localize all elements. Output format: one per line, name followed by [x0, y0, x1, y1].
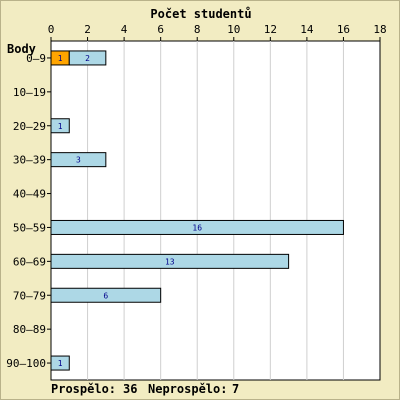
x-tick-label: 2	[84, 23, 91, 36]
x-tick-label: 16	[337, 23, 350, 36]
passed-value: 36	[123, 382, 137, 396]
category-label: 60–69	[13, 255, 46, 268]
category-labels: 0–9 10–19 20–29 30–39 40–49 50–59 60–69 70–79 80…	[6, 52, 51, 370]
category-label: 80–89	[13, 323, 46, 336]
category-label: 40–49	[13, 188, 46, 201]
bar	[50, 219, 344, 235]
x-tick-label: 12	[264, 23, 277, 36]
passed-label: Prospělo:	[51, 382, 116, 396]
category-label: 10–19	[13, 86, 46, 99]
bar-value-label: 13	[165, 257, 175, 266]
bar	[50, 152, 107, 168]
y-axis-label: Body	[7, 42, 36, 56]
x-tick-label: 10	[227, 23, 240, 36]
x-tick-label: 4	[121, 23, 128, 36]
bar-value-label: 1	[58, 122, 63, 131]
bar	[68, 50, 107, 66]
bar-value-label: 1	[58, 54, 63, 63]
x-tick-label: 6	[157, 23, 164, 36]
category-label: 30–39	[13, 154, 46, 167]
x-tick-label: 0	[48, 23, 55, 36]
plot-area	[50, 40, 381, 381]
category-label: 0–9	[26, 52, 46, 65]
bar-value-label: 2	[85, 54, 90, 63]
failed-label: Neprospělo:	[148, 382, 227, 396]
bar-value-label: 1	[58, 359, 63, 368]
failed-value: 7	[232, 382, 239, 396]
x-tick-label: 18	[373, 23, 386, 36]
bar	[50, 287, 162, 303]
x-axis-ticks: 0 2 4 6 8 10 12 14 16 18	[48, 23, 387, 41]
bar-value-label: 16	[192, 223, 202, 232]
x-tick-label: 8	[194, 23, 201, 36]
bar	[50, 355, 70, 371]
category-label: 50–59	[13, 221, 46, 234]
bar	[50, 253, 290, 269]
x-tick-label: 14	[300, 23, 314, 36]
category-label: 90–100	[6, 357, 46, 370]
bar	[50, 118, 70, 134]
bar-value-label: 6	[103, 291, 108, 300]
category-label: 70–79	[13, 289, 46, 302]
category-label: 20–29	[13, 120, 46, 133]
chart-title: Počet studentů	[150, 7, 251, 21]
bar-value-label: 3	[76, 156, 81, 165]
grid-lines	[87, 41, 344, 380]
